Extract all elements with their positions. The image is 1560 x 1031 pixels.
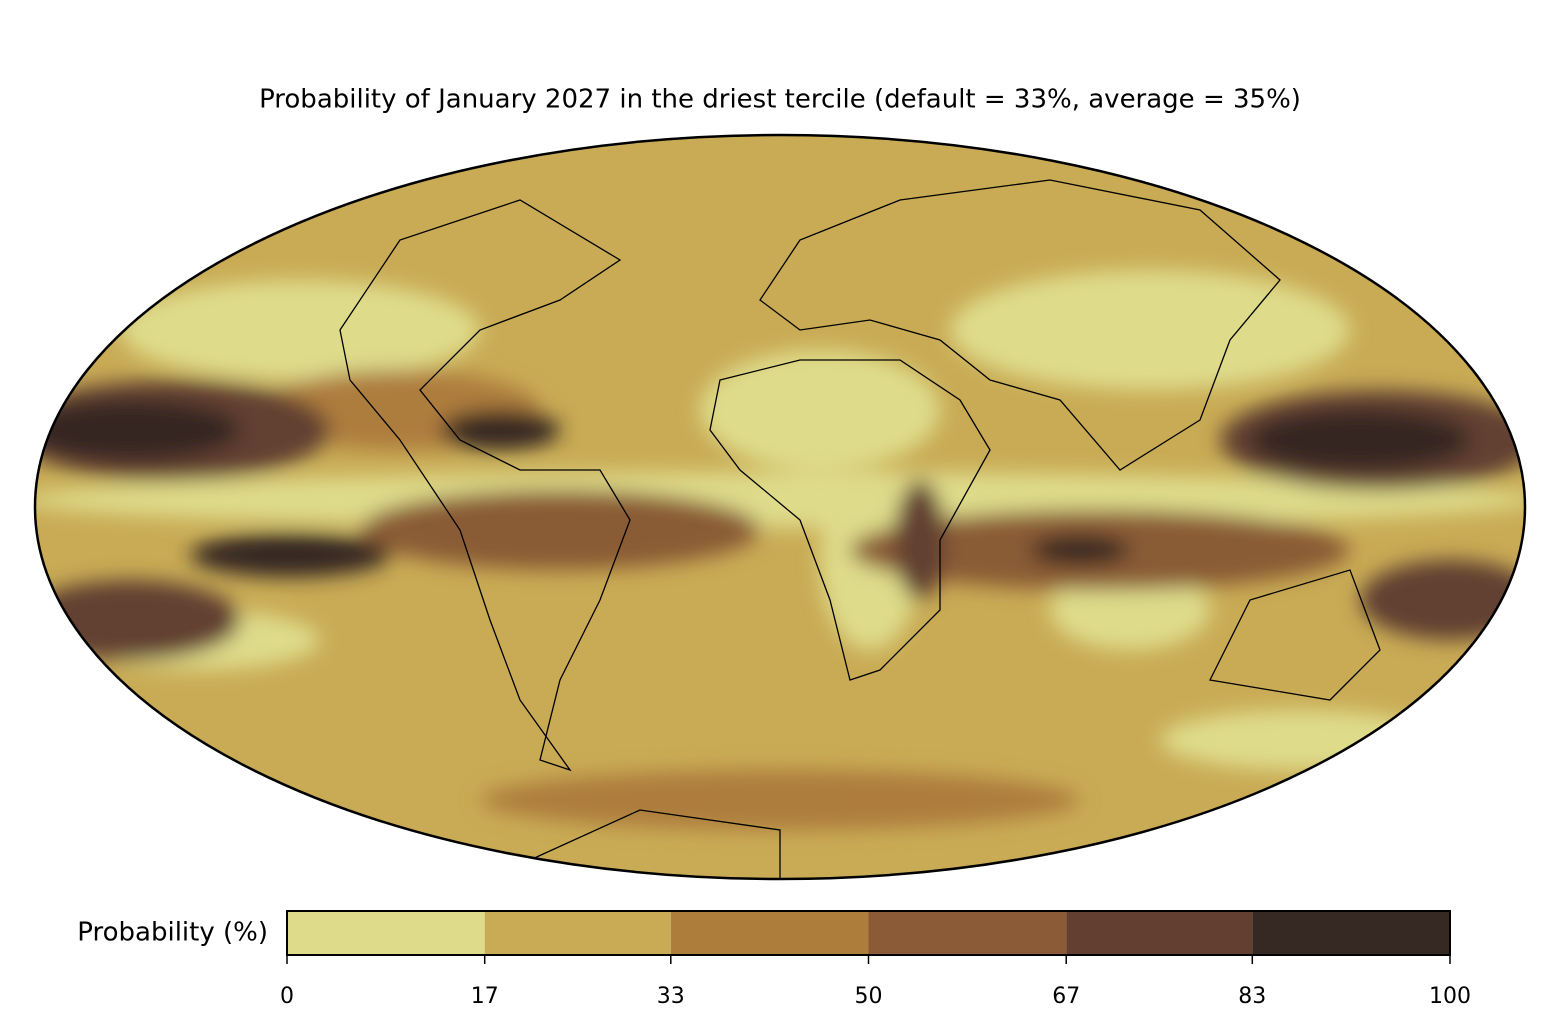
- colorbar-tick-label: 67: [1052, 984, 1080, 1009]
- colorbar-segment: [1066, 911, 1253, 955]
- colorbar-segment: [868, 911, 1067, 955]
- colorbar-label: Probability (%): [77, 918, 268, 948]
- colorbar-tick-label: 100: [1429, 984, 1471, 1009]
- colorbar-segment: [484, 911, 671, 955]
- colorbar-segment: [670, 911, 869, 955]
- colorbar-tick-label: 0: [280, 984, 294, 1009]
- colorbar-segment: [1252, 911, 1450, 955]
- map-border: [33, 133, 1527, 881]
- colorbar-segment: [287, 911, 485, 955]
- colorbar-tick-label: 50: [855, 984, 883, 1009]
- colorbar-tick-label: 83: [1238, 984, 1266, 1009]
- map-title: Probability of January 2027 in the dries…: [259, 85, 1301, 115]
- colorbar-tick-label: 33: [657, 984, 685, 1009]
- colorbar-tick-label: 17: [471, 984, 499, 1009]
- map-field: [35, 135, 1525, 879]
- colorbar: 0 17 33 50 67 83 100: [280, 910, 1471, 1009]
